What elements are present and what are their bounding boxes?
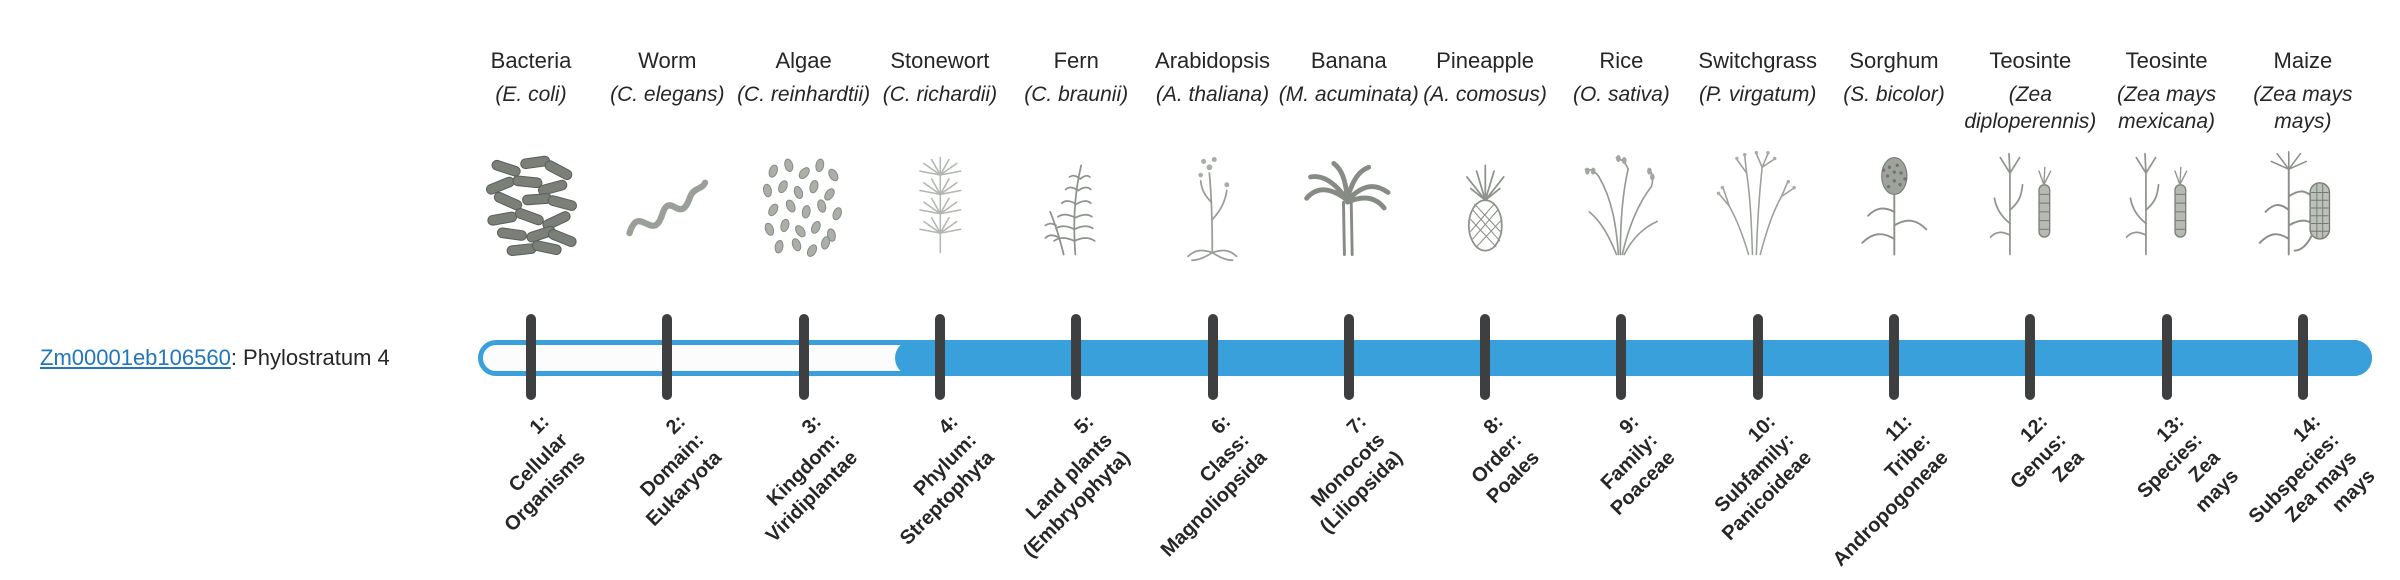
species-column: Teosinte (Zea diploperennis): [1955, 48, 2105, 270]
phylostratum-label: 9: Family: Poaceae: [1570, 410, 1682, 522]
species-scientific-name: (C. braunii): [1024, 83, 1129, 107]
species-common-name: Teosinte: [2125, 48, 2208, 73]
algae-illustration: [729, 138, 879, 270]
species-column: Bacteria (E. coli): [456, 48, 606, 270]
species-column: Switchgrass (P. virgatum): [1683, 48, 1833, 270]
species-common-name: Arabidopsis: [1155, 48, 1270, 73]
species-scientific-name: (Zea mays mays): [2253, 83, 2353, 133]
phylostratum-tick: [798, 314, 809, 400]
species-scientific-name: (A. thaliana): [1155, 83, 1270, 107]
phylostratum-tick: [1207, 314, 1218, 400]
species-scientific-name: (Zea diploperennis): [1964, 83, 2097, 133]
phylostratum-tick: [662, 314, 673, 400]
species-common-name: Switchgrass: [1698, 48, 1817, 73]
phylostratum-tick: [1071, 314, 1082, 400]
phylostratum-label: 2: Domain: Eukaryota: [605, 410, 728, 533]
species-scientific-name: (C. reinhardtii): [737, 83, 871, 107]
species-scientific-name: (M. acuminata): [1278, 83, 1419, 107]
species-common-name: Stonewort: [890, 48, 990, 73]
species-scientific-name: (S. bicolor): [1843, 83, 1945, 107]
species-column: Pineapple (A. comosus): [1410, 48, 1560, 270]
species-common-name: Banana: [1310, 48, 1387, 73]
phylostratum-label: 7: Monocots (Liliopsida): [1279, 410, 1409, 540]
phylostratum-label: 3: Kingdom: Viridiplantae: [725, 410, 864, 549]
phylostratum-label: 8: Order: Poales: [1446, 410, 1546, 510]
fern-illustration: [1001, 138, 1151, 270]
phylostratum-label: 13: Species: Zea mays: [2114, 410, 2245, 541]
stonewort-illustration: [865, 138, 1015, 270]
phylostratum-tick: [2161, 314, 2172, 400]
species-scientific-name: (O. sativa): [1572, 83, 1670, 107]
pineapple-illustration: [1410, 138, 1560, 270]
phylostratum-label: 6: Class: Magnoliopsida: [1120, 410, 1273, 563]
species-column: Rice (O. sativa): [1546, 48, 1696, 270]
switchgrass-illustration: [1683, 138, 1833, 270]
phylostratum-tick: [1616, 314, 1627, 400]
sorghum-illustration: [1819, 138, 1969, 270]
species-column: Worm (C. elegans): [592, 48, 742, 270]
species-scientific-name: (Zea mays mexicana): [2117, 83, 2217, 133]
phylostratum-label: 5: Land plants (Embryophyta): [982, 410, 1136, 564]
species-column: Arabidopsis (A. thaliana): [1138, 48, 1288, 270]
species-column: Maize (Zea mays mays): [2228, 48, 2378, 270]
species-scientific-name: (C. richardii): [882, 83, 998, 107]
phylostratum-tick: [2025, 314, 2036, 400]
teosinte-illustration: [1955, 138, 2105, 270]
bacteria-illustration: [456, 138, 606, 270]
phylostratum-tick: [1752, 314, 1763, 400]
species-common-name: Maize: [2273, 48, 2333, 73]
phylostratum-label: 4: Phylum: Streptophyta: [859, 410, 1001, 552]
phylostratum-tick: [1889, 314, 1899, 400]
species-common-name: Pineapple: [1436, 48, 1535, 73]
phylostratum-label: 1: Cellular Organisms: [463, 410, 591, 538]
gene-label: Zm00001eb106560: Phylostratum 4: [40, 340, 390, 376]
phylostratum-tick: [1480, 314, 1491, 400]
species-column: Banana (M. acuminata): [1274, 48, 1424, 270]
species-scientific-name: (P. virgatum): [1698, 83, 1817, 107]
rice-illustration: [1546, 138, 1696, 270]
species-common-name: Bacteria: [490, 48, 572, 73]
phylostratum-label: 11: Tribe: Andropogoneae: [1792, 410, 1955, 573]
phylostratum-label: 10: Subfamily: Panicoideae: [1681, 410, 1818, 547]
teosinte-illustration: [2092, 138, 2242, 270]
maize-illustration: [2228, 138, 2378, 270]
phylostratum-tick: [526, 314, 536, 400]
species-scientific-name: (A. comosus): [1423, 83, 1547, 107]
species-column: Sorghum (S. bicolor): [1819, 48, 1969, 270]
arabidopsis-illustration: [1138, 138, 1288, 270]
species-common-name: Algae: [775, 48, 832, 73]
species-common-name: Fern: [1053, 48, 1099, 73]
species-column: Fern (C. braunii): [1001, 48, 1151, 270]
species-common-name: Sorghum: [1849, 48, 1939, 73]
species-column: Teosinte (Zea mays mexicana): [2092, 48, 2242, 270]
worm-illustration: [592, 138, 742, 270]
phylostratum-tick: [2297, 314, 2308, 400]
species-column: Algae (C. reinhardtii): [729, 48, 879, 270]
phylostratum-tick: [934, 314, 945, 400]
phylostratum-text: : Phylostratum 4: [230, 345, 390, 370]
species-common-name: Worm: [638, 48, 697, 73]
species-scientific-name: (C. elegans): [610, 83, 725, 107]
species-common-name: Teosinte: [1989, 48, 2072, 73]
species-common-name: Rice: [1599, 48, 1644, 73]
timeline-fill: [894, 340, 2372, 376]
species-scientific-name: (E. coli): [495, 83, 567, 107]
phylostratum-label: 12: Genus: Zea: [1988, 410, 2091, 513]
banana-illustration: [1274, 138, 1424, 270]
phylostratum-label: 14: Subspecies: Zea mays mays: [2226, 410, 2382, 566]
gene-id-link[interactable]: Zm00001eb106560: [40, 345, 231, 370]
phylostratum-tick: [1343, 314, 1354, 400]
species-column: Stonewort (C. richardii): [865, 48, 1015, 270]
